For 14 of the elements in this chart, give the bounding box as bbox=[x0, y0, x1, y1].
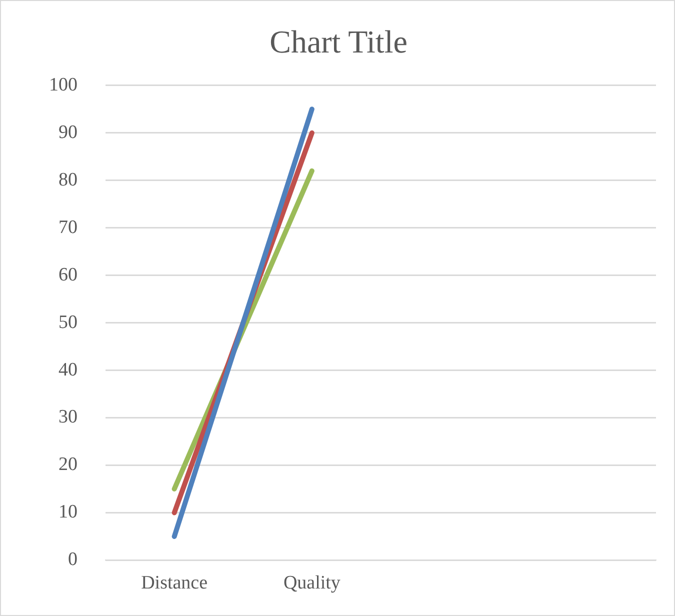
chart-title: Chart Title bbox=[270, 24, 408, 60]
x-tick-label: Distance bbox=[141, 572, 208, 594]
y-tick-label: 80 bbox=[58, 169, 78, 190]
y-tick-label: 90 bbox=[58, 122, 78, 143]
y-tick-label: 50 bbox=[58, 312, 78, 333]
y-tick-label: 60 bbox=[58, 264, 78, 286]
y-tick-label: 100 bbox=[49, 74, 78, 96]
y-tick-label: 70 bbox=[58, 216, 78, 238]
y-tick-label: 30 bbox=[58, 406, 78, 428]
y-tick-label: 20 bbox=[58, 454, 78, 476]
y-tick-label: 40 bbox=[58, 359, 78, 380]
x-tick-label: Quality bbox=[283, 572, 341, 594]
y-tick-label: 10 bbox=[58, 502, 78, 523]
y-tick-label: 0 bbox=[68, 549, 78, 570]
